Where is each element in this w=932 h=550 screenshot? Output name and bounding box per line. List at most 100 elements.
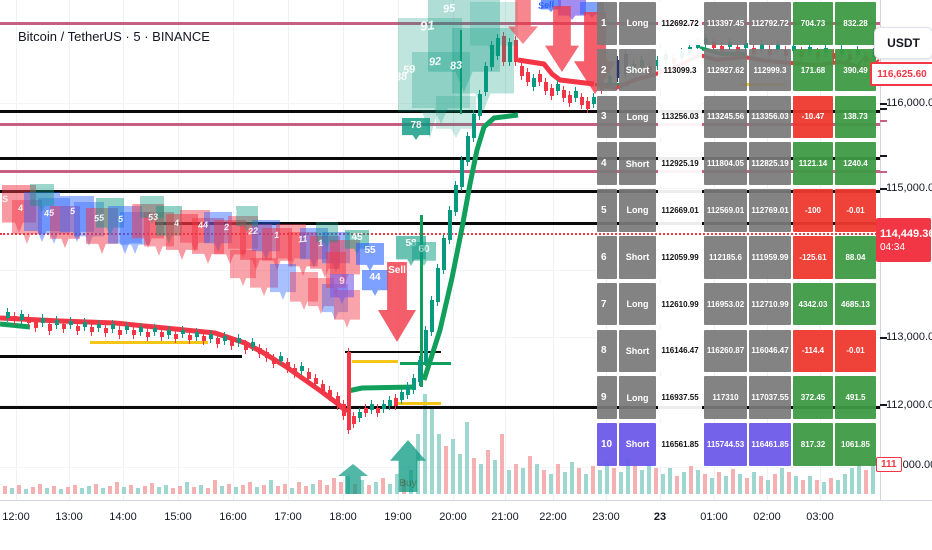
cell-entry-price: 116146.47 <box>658 329 702 373</box>
grid-line-vertical <box>16 0 17 500</box>
price-axis-tick <box>880 108 887 110</box>
signal-scribble-text: S <box>1 193 9 205</box>
table-row: 8 Short 116146.47 116260.87 116046.47 -114.4-… <box>597 329 876 373</box>
volume-bar <box>66 487 70 494</box>
volume-bar <box>129 485 133 494</box>
volume-bar <box>87 486 91 494</box>
signal-scribble-text: 91 <box>419 17 436 34</box>
volume-bar <box>549 474 553 494</box>
volume-bar <box>360 480 364 494</box>
grid-line-vertical <box>453 0 454 500</box>
volume-bar <box>717 472 721 494</box>
time-label: 13:00 <box>55 511 83 523</box>
cell-exit-price: 112927.62 <box>704 48 747 92</box>
horizontal-level-line <box>0 355 242 358</box>
vertical-marker <box>420 215 423 387</box>
volume-bar <box>647 464 651 494</box>
grid-line-horizontal <box>0 188 880 189</box>
candle <box>502 36 506 62</box>
cell-profit: 171.68 <box>793 48 833 92</box>
cell-exit-price: 112569.01 <box>704 189 747 232</box>
candle <box>181 330 185 334</box>
candle-countdown: 04:34 <box>880 241 906 253</box>
signal-scribble-text: 1 <box>273 229 280 241</box>
candle <box>400 392 404 400</box>
cell-stop-price: 112792.72 <box>749 2 791 45</box>
candle <box>478 94 482 116</box>
candle <box>195 332 199 337</box>
signal-scribble-text: 4 <box>173 217 180 229</box>
candle <box>97 324 101 328</box>
volume-bar <box>73 485 77 494</box>
volume-bar <box>556 464 560 494</box>
price-axis-tick <box>880 337 887 339</box>
volume-bar <box>640 470 644 494</box>
signal-blob <box>236 206 258 232</box>
pink-level-line <box>0 170 880 173</box>
candle <box>412 378 416 390</box>
candle <box>314 378 318 384</box>
candle <box>286 362 290 369</box>
candle <box>376 408 380 413</box>
candle <box>293 368 297 374</box>
time-label: 01:00 <box>700 511 728 523</box>
vertical-marker <box>460 30 462 114</box>
volume-bar <box>241 485 245 494</box>
axis-price-part: 000.00 <box>902 458 932 471</box>
cell-trade-side: Short <box>619 236 656 279</box>
volume-bar <box>416 434 420 494</box>
volume-bar <box>3 486 7 494</box>
volume-bar <box>122 487 126 494</box>
volume-bar <box>577 468 581 494</box>
volume-bar <box>724 476 728 494</box>
candle <box>514 40 518 62</box>
cell-profit: -114.4 <box>793 329 833 373</box>
currency-button-usdt[interactable]: USDT <box>874 27 932 59</box>
cell-max-profit: 491.5 <box>835 376 876 419</box>
volume-bar <box>31 487 35 494</box>
volume-bar <box>38 484 42 494</box>
candle <box>472 114 476 138</box>
volume-bar <box>745 478 749 494</box>
cell-profit: 4342.03 <box>793 282 833 326</box>
volume-bar <box>339 482 343 494</box>
signal-blob <box>316 222 338 248</box>
volume-bar <box>563 472 567 494</box>
candle <box>776 45 780 50</box>
candle <box>244 344 248 350</box>
volume-bar <box>829 478 833 494</box>
horizontal-level-line <box>345 351 441 353</box>
volume-bar <box>731 469 735 494</box>
time-label: 02:00 <box>753 511 781 523</box>
cell-trade-side: Short <box>619 48 656 92</box>
signal-scribble-text: 5 <box>117 213 124 225</box>
volume-bar <box>171 488 175 494</box>
cell-trade-number: 9 <box>597 376 617 419</box>
time-axis[interactable]: 12:00 13:00 14:00 15:00 16:00 17:00 18:00 19:00… <box>0 500 932 550</box>
volume-bar <box>570 462 574 494</box>
candle <box>454 185 458 212</box>
signal-scribble-text: 11 <box>297 233 308 245</box>
volume-bar <box>528 456 532 494</box>
cell-stop-price: 116046.47 <box>749 329 791 373</box>
time-label: 03:00 <box>806 511 834 523</box>
cell-max-profit: 390.49 <box>835 48 876 92</box>
candle <box>118 330 122 335</box>
volume-bar <box>157 487 161 494</box>
cell-profit: 372.45 <box>793 376 833 419</box>
volume-bar <box>199 485 203 494</box>
candle <box>265 352 269 358</box>
volume-bar <box>136 488 140 494</box>
candle <box>62 324 66 329</box>
price-label: 115,000.00 <box>886 182 932 194</box>
current-price: 114,449.36 <box>880 227 932 240</box>
volume-bar <box>843 474 847 494</box>
cell-profit: -10.47 <box>793 95 833 139</box>
candle <box>347 352 351 430</box>
volume-bar <box>304 486 308 494</box>
price-label: 112,000.00 <box>886 399 932 411</box>
candle <box>139 327 143 332</box>
candle <box>696 42 700 48</box>
horizontal-level-line <box>0 190 880 193</box>
candle <box>382 404 386 409</box>
